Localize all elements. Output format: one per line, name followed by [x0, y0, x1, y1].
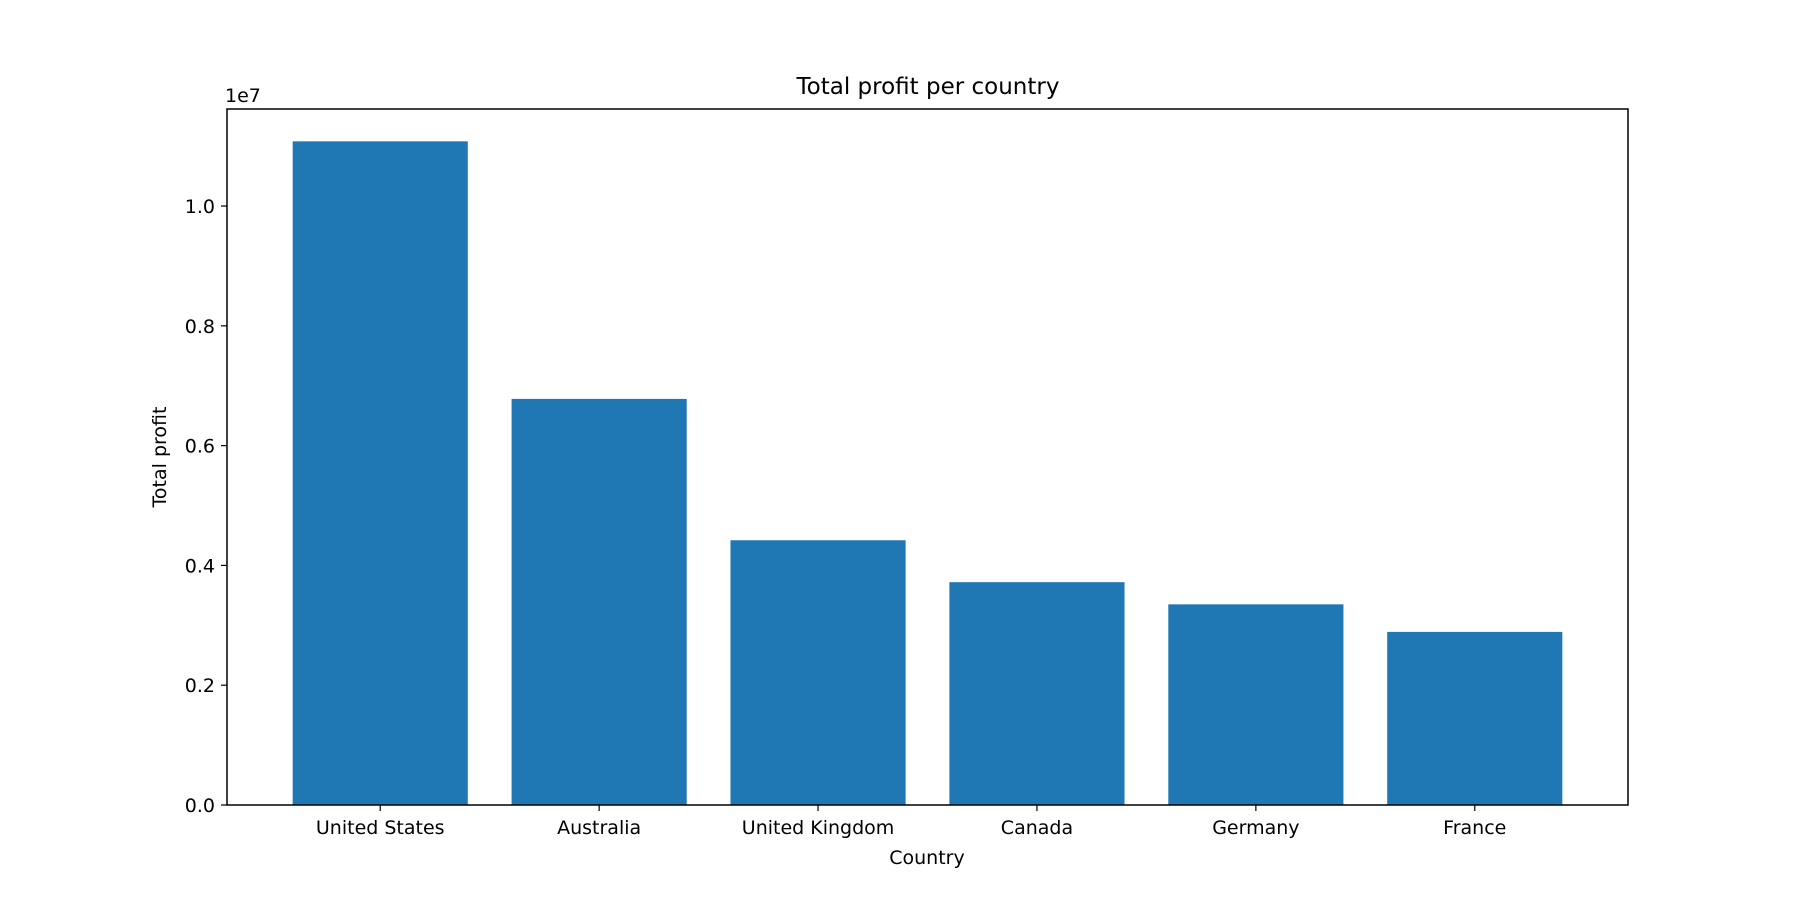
- y-axis-label: Total profit: [149, 407, 171, 509]
- y-offset-text: 1e7: [225, 85, 261, 107]
- x-tick-label-france: France: [1443, 817, 1506, 839]
- y-tick-label-2: 0.4: [185, 555, 215, 577]
- x-axis-label: Country: [889, 847, 964, 869]
- bar-united-states: [292, 141, 468, 806]
- y-tick-label-0: 0.0: [185, 795, 215, 817]
- x-axis: United States Australia United Kingdom Cana…: [316, 805, 1506, 839]
- bar-france: [1387, 631, 1563, 805]
- y-tick-label-1: 0.2: [185, 675, 215, 697]
- chart-title: Total profit per country: [796, 74, 1060, 100]
- plot-frame: [226, 108, 1629, 806]
- x-tick-label-australia: Australia: [557, 817, 641, 839]
- x-tick-label-canada: Canada: [1001, 817, 1073, 839]
- y-tick-label-5: 1.0: [185, 196, 215, 218]
- y-tick-label-4: 0.8: [185, 316, 215, 338]
- y-axis: 0.0 0.2 0.4 0.6 0.8 1.0: [185, 196, 227, 817]
- bar-germany: [1168, 604, 1344, 805]
- x-tick-label-united-states: United States: [316, 817, 445, 839]
- x-tick-label-germany: Germany: [1212, 817, 1299, 839]
- bar-united-kingdom: [730, 540, 906, 805]
- bar-australia: [511, 398, 687, 805]
- x-tick-label-united-kingdom: United Kingdom: [742, 817, 895, 839]
- y-tick-label-3: 0.6: [185, 436, 215, 458]
- bar-group: [292, 141, 1563, 806]
- bar-canada: [949, 582, 1125, 805]
